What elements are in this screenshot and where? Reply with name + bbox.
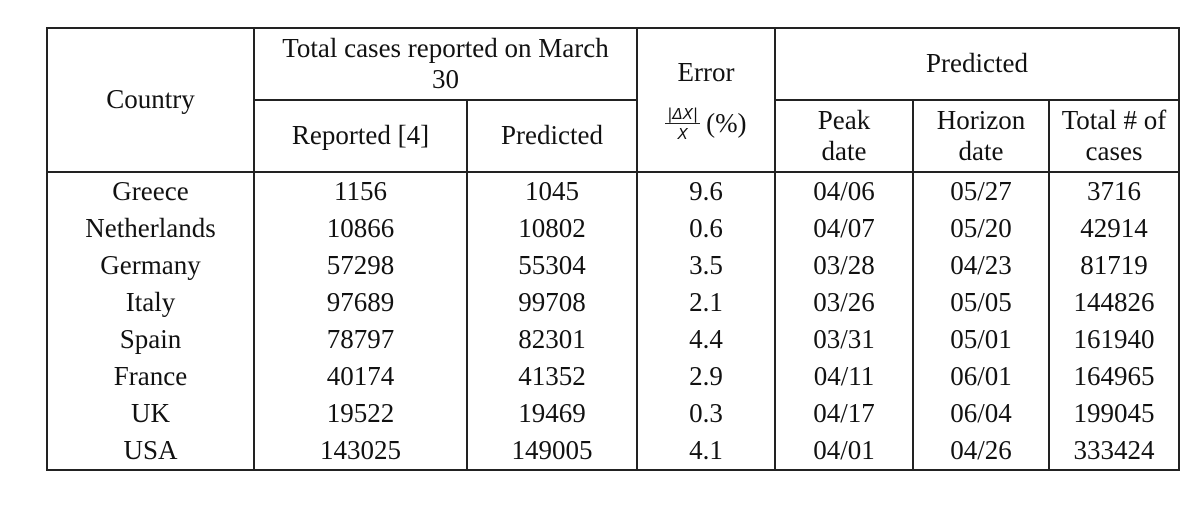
cell-reported: 97689	[253, 284, 468, 321]
table-body: Greece 1156 1045 9.6 04/06 05/27 3716 Netherlan…	[46, 171, 1180, 471]
cell-error: 9.6	[636, 171, 776, 210]
cell-horizon-date: 06/04	[912, 395, 1050, 432]
cell-country: Italy	[46, 284, 255, 321]
covid-cases-table: Country Total cases reported on March 30…	[46, 27, 1180, 471]
table-row: Spain 78797 82301 4.4 03/31 05/01 161940	[46, 321, 1180, 358]
cell-country: Spain	[46, 321, 255, 358]
table-row: USA 143025 149005 4.1 04/01 04/26 333424	[46, 432, 1180, 471]
header-predicted: Predicted	[466, 99, 638, 173]
cell-peak-date: 04/17	[774, 395, 914, 432]
cell-peak-date: 03/28	[774, 247, 914, 284]
table-row: Germany 57298 55304 3.5 03/28 04/23 81719	[46, 247, 1180, 284]
cell-error: 4.4	[636, 321, 776, 358]
cell-peak-date: 04/07	[774, 210, 914, 247]
table-row: Netherlands 10866 10802 0.6 04/07 05/20 42914	[46, 210, 1180, 247]
cell-total-cases: 161940	[1048, 321, 1180, 358]
header-peak-date: Peak date	[774, 99, 914, 173]
cell-error: 4.1	[636, 432, 776, 471]
cell-error: 0.3	[636, 395, 776, 432]
table-row: Greece 1156 1045 9.6 04/06 05/27 3716	[46, 171, 1180, 210]
header-error: Error |ΔX| X (%)	[636, 27, 776, 173]
cell-error: 2.9	[636, 358, 776, 395]
cell-peak-date: 03/31	[774, 321, 914, 358]
cell-peak-date: 04/11	[774, 358, 914, 395]
header-predicted-group: Predicted	[774, 27, 1180, 101]
cell-reported: 143025	[253, 432, 468, 471]
cell-country: Netherlands	[46, 210, 255, 247]
cell-predicted: 82301	[466, 321, 638, 358]
cell-peak-date: 03/26	[774, 284, 914, 321]
cell-reported: 1156	[253, 171, 468, 210]
cell-horizon-date: 06/01	[912, 358, 1050, 395]
cell-horizon-date: 04/23	[912, 247, 1050, 284]
cell-error: 2.1	[636, 284, 776, 321]
error-unit: (%)	[706, 108, 747, 139]
fraction-denominator: X	[677, 125, 688, 144]
table-row: Italy 97689 99708 2.1 03/26 05/05 144826	[46, 284, 1180, 321]
cell-predicted: 1045	[466, 171, 638, 210]
cell-horizon-date: 05/27	[912, 171, 1050, 210]
cell-country: Germany	[46, 247, 255, 284]
cell-total-cases: 42914	[1048, 210, 1180, 247]
header-reported: Reported [4]	[253, 99, 468, 173]
error-fraction: |ΔX| X	[665, 104, 701, 144]
cell-predicted: 149005	[466, 432, 638, 471]
cell-error: 0.6	[636, 210, 776, 247]
cell-total-cases: 333424	[1048, 432, 1180, 471]
cell-horizon-date: 05/05	[912, 284, 1050, 321]
cell-error: 3.5	[636, 247, 776, 284]
header-error-label: Error	[677, 57, 735, 88]
cell-country: UK	[46, 395, 255, 432]
cell-country: USA	[46, 432, 255, 471]
cell-peak-date: 04/01	[774, 432, 914, 471]
cell-reported: 40174	[253, 358, 468, 395]
cell-predicted: 19469	[466, 395, 638, 432]
cell-predicted: 99708	[466, 284, 638, 321]
cell-predicted: 10802	[466, 210, 638, 247]
cell-country: France	[46, 358, 255, 395]
table-container: Country Total cases reported on March 30…	[46, 27, 1180, 471]
header-total-cases: Total cases reported on March 30	[253, 27, 638, 101]
cell-predicted: 41352	[466, 358, 638, 395]
cell-total-cases: 144826	[1048, 284, 1180, 321]
header-total-pred: Total # of cases	[1048, 99, 1180, 173]
cell-reported: 57298	[253, 247, 468, 284]
cell-horizon-date: 04/26	[912, 432, 1050, 471]
header-horizon-date: Horizon date	[912, 99, 1050, 173]
cell-reported: 78797	[253, 321, 468, 358]
cell-reported: 10866	[253, 210, 468, 247]
cell-peak-date: 04/06	[774, 171, 914, 210]
fraction-numerator: |ΔX|	[665, 104, 701, 125]
cell-horizon-date: 05/01	[912, 321, 1050, 358]
cell-predicted: 55304	[466, 247, 638, 284]
cell-total-cases: 199045	[1048, 395, 1180, 432]
header-country: Country	[46, 27, 255, 173]
cell-country: Greece	[46, 171, 255, 210]
table-row: UK 19522 19469 0.3 04/17 06/04 199045	[46, 395, 1180, 432]
header-error-formula: |ΔX| X (%)	[665, 104, 747, 144]
cell-total-cases: 3716	[1048, 171, 1180, 210]
table-row: France 40174 41352 2.9 04/11 06/01 164965	[46, 358, 1180, 395]
cell-reported: 19522	[253, 395, 468, 432]
cell-total-cases: 81719	[1048, 247, 1180, 284]
cell-horizon-date: 05/20	[912, 210, 1050, 247]
cell-total-cases: 164965	[1048, 358, 1180, 395]
